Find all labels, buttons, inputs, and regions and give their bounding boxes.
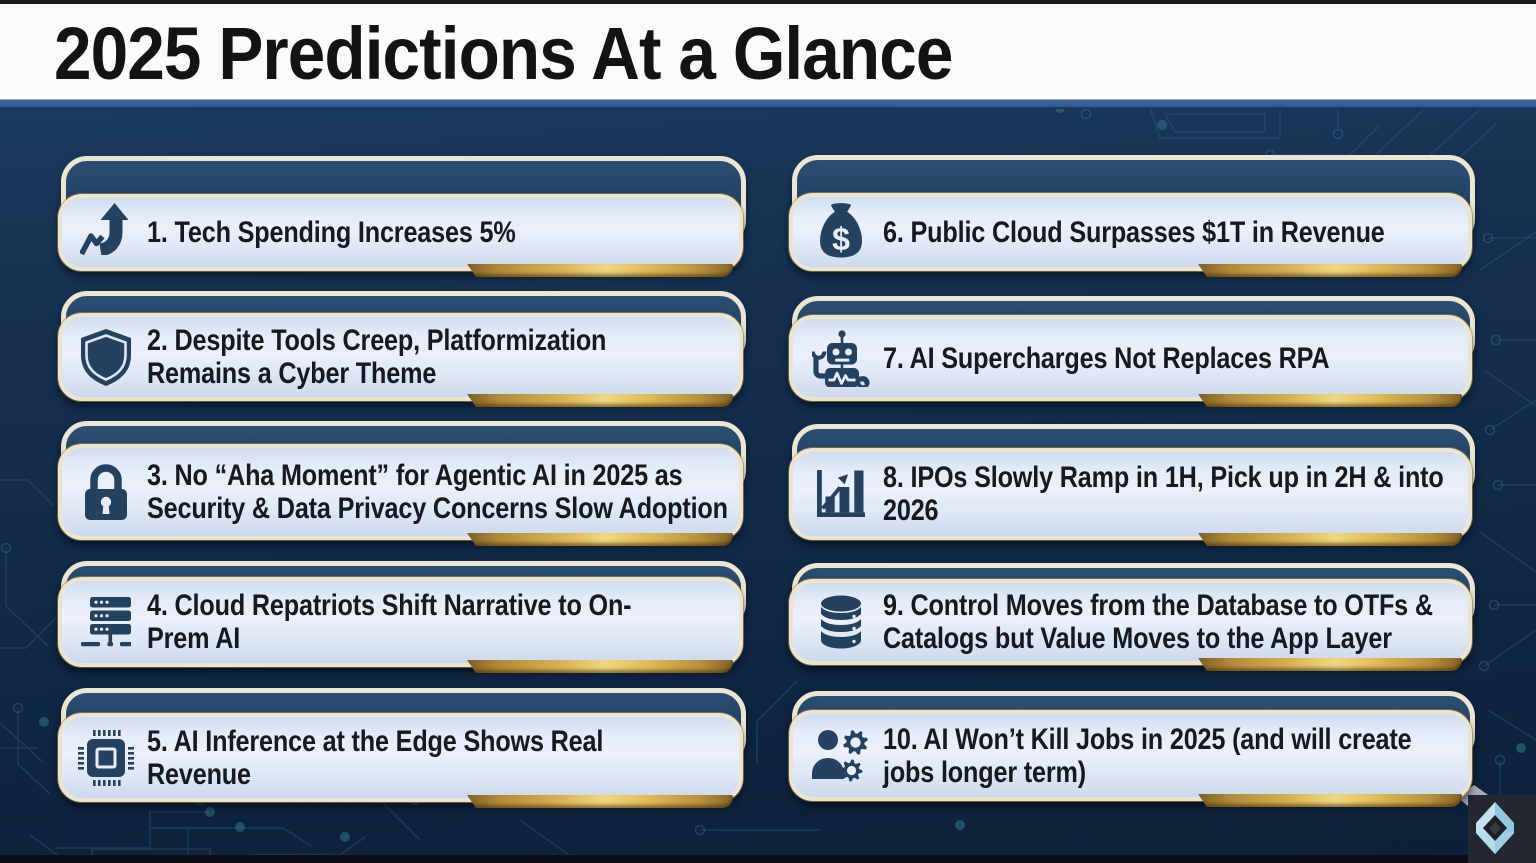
- svg-text:$: $: [832, 221, 850, 257]
